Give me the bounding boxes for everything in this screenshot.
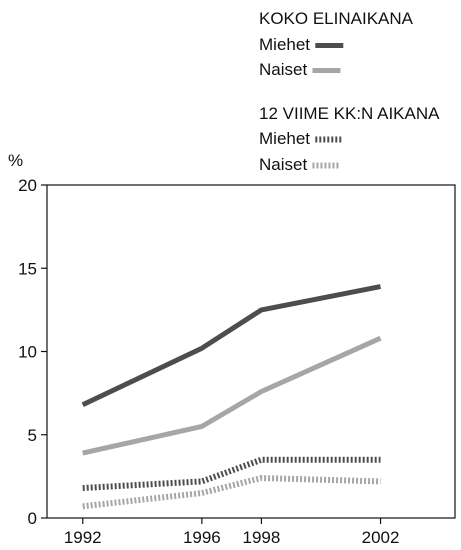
y-tick-label-0: 0 [28, 509, 37, 528]
legend-label-12kk-miehet: Miehet [259, 129, 310, 148]
legend: KOKO ELINAIKANA Miehet Naiset 12 VIIME K… [259, 9, 440, 174]
plot-frame [46, 184, 456, 519]
series-line-12kk-miehet [82, 456, 381, 491]
x-tick-label-1998: 1998 [243, 528, 281, 547]
legend-label-koko-miehet: Miehet [259, 35, 310, 54]
y-axis-unit-label: % [8, 151, 23, 170]
axes: 0 5 10 15 20 1992 1996 1998 2002 [18, 176, 456, 547]
series-line-koko-naiset [82, 335, 382, 456]
legend-group-title-koko-elinaikana: KOKO ELINAIKANA [259, 9, 414, 28]
y-tick-label-5: 5 [28, 426, 37, 445]
series-layer [81, 284, 382, 510]
legend-label-koko-naiset: Naiset [259, 60, 307, 79]
x-tick-label-2002: 2002 [362, 528, 400, 547]
x-tick-label-1992: 1992 [64, 528, 102, 547]
y-tick-label-20: 20 [18, 176, 37, 195]
y-tick-label-15: 15 [18, 259, 37, 278]
y-tick-label-10: 10 [18, 343, 37, 362]
x-tick-label-1996: 1996 [183, 528, 221, 547]
series-line-12kk-naiset [82, 475, 381, 510]
legend-label-12kk-naiset: Naiset [259, 155, 307, 174]
series-line-koko-miehet [81, 284, 381, 408]
legend-group-title-12-viime-kk: 12 VIIME KK:N AIKANA [259, 104, 440, 123]
